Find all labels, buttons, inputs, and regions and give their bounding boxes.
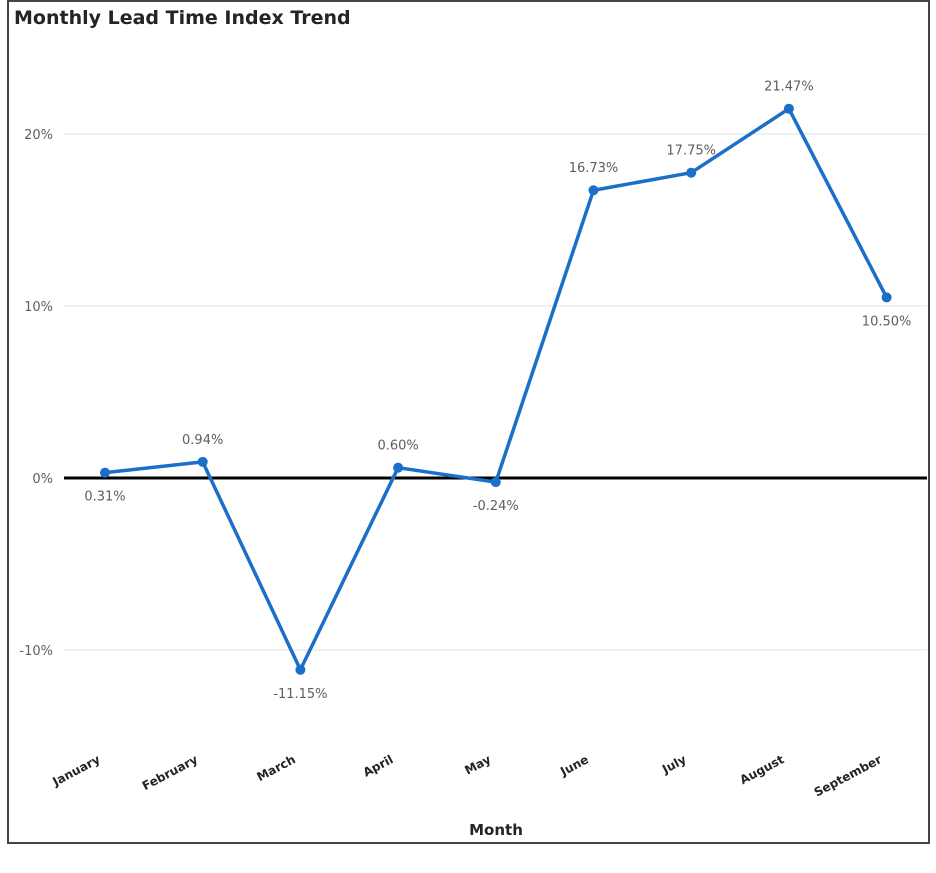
y-tick-label: 0% — [32, 472, 53, 487]
series-line — [103, 106, 889, 672]
data-point — [197, 456, 208, 467]
data-point — [393, 462, 404, 473]
data-label: -0.24% — [473, 499, 519, 514]
x-tick-label: July — [659, 752, 689, 777]
y-tick-label: 10% — [24, 300, 53, 315]
data-label: 16.73% — [569, 161, 619, 176]
x-tick-label: February — [140, 752, 200, 793]
x-tick-label: June — [557, 752, 591, 779]
x-tick-label: August — [737, 752, 786, 787]
data-point — [881, 292, 892, 303]
data-point — [783, 103, 794, 114]
data-point — [588, 185, 599, 196]
y-tick-label: 20% — [24, 128, 53, 143]
x-tick-label: April — [361, 752, 396, 779]
chart-title: Monthly Lead Time Index Trend — [14, 7, 351, 29]
data-point — [686, 167, 697, 178]
data-label: 10.50% — [862, 314, 912, 329]
x-tick-label: March — [254, 752, 297, 784]
data-label: 0.31% — [84, 490, 125, 505]
data-label: 0.60% — [377, 439, 418, 454]
data-point — [295, 664, 306, 675]
x-tick-label: May — [462, 752, 493, 777]
chart-frame: Monthly Lead Time Index Trend -10% 0% 10% 2… — [7, 0, 930, 844]
data-label: 17.75% — [666, 144, 716, 159]
x-axis-label: Month — [469, 821, 523, 839]
y-tick-label: -10% — [19, 644, 53, 659]
x-tick-label: September — [812, 752, 884, 799]
line-chart: Monthly Lead Time Index Trend -10% 0% 10% 2… — [14, 7, 927, 839]
data-point — [490, 477, 501, 488]
data-label: 0.94% — [182, 433, 223, 448]
data-label: 21.47% — [764, 80, 814, 95]
x-tick-label: January — [49, 752, 102, 789]
data-point — [100, 467, 110, 478]
data-label: -11.15% — [273, 687, 327, 702]
